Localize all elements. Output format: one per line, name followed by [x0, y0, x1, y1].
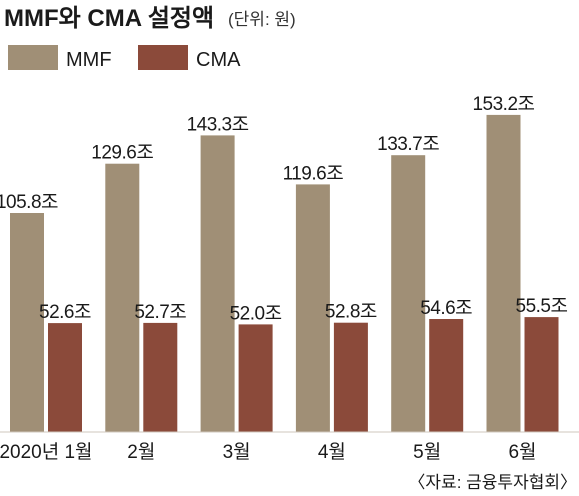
x-tick-label-5: 5월 [413, 441, 441, 463]
x-tick-label-1: 2020년 1월 [0, 441, 93, 463]
bar-mmf-6 [486, 114, 521, 433]
chart-title: MMF와 CMA 설정액 [4, 5, 214, 32]
unit-note: (단위: 원) [228, 10, 296, 29]
legend-label-cma: CMA [196, 49, 241, 71]
bar-cma-6 [524, 317, 559, 432]
x-tick-label-4: 4월 [318, 441, 346, 463]
bar-cma-2 [143, 322, 178, 432]
source-note: 〈자료: 금융투자협회〉 [408, 473, 577, 492]
bar-mmf-2 [105, 163, 140, 432]
legend-swatch-mmf [8, 45, 58, 70]
x-tick-label-3: 3월 [223, 441, 251, 463]
x-tick-label-2: 2월 [127, 441, 155, 463]
bar-mmf-5 [391, 155, 426, 432]
bar-mmf-3 [200, 135, 235, 432]
bar-cma-1 [48, 323, 82, 432]
value-label-mmf-6: 153.2조 [472, 94, 534, 115]
value-label-cma-1: 52.6조 [39, 302, 91, 323]
value-label-cma-3: 52.0조 [230, 303, 282, 324]
value-label-cma-2: 52.7조 [134, 302, 186, 323]
value-label-cma-5: 54.6조 [420, 298, 472, 319]
value-label-mmf-4: 119.6조 [283, 163, 344, 184]
legend-label-mmf: MMF [66, 49, 112, 71]
value-label-mmf-3: 143.3조 [187, 114, 249, 135]
value-label-cma-6: 55.5조 [516, 296, 568, 317]
bar-mmf-1 [10, 213, 44, 432]
bar-mmf-4 [295, 184, 330, 432]
bar-cma-4 [333, 322, 368, 432]
bars-group [10, 114, 559, 433]
bar-cma-5 [429, 319, 464, 432]
value-label-mmf-1: 105.8조 [0, 192, 58, 213]
x-tick-label-6: 6월 [508, 441, 536, 463]
legend: MMF CMA [8, 45, 241, 71]
value-label-mmf-2: 129.6조 [91, 143, 153, 164]
legend-swatch-cma [138, 45, 188, 70]
value-label-cma-4: 52.8조 [325, 302, 377, 323]
value-labels-group: 105.8조 52.6조 129.6조 52.7조 143.3조 52.0조 119.6조 5… [0, 94, 568, 324]
bar-cma-3 [238, 324, 273, 432]
x-axis-labels: 2020년 1월 2월 3월 4월 5월 6월 [0, 441, 537, 463]
value-label-mmf-5: 133.7조 [377, 134, 439, 155]
